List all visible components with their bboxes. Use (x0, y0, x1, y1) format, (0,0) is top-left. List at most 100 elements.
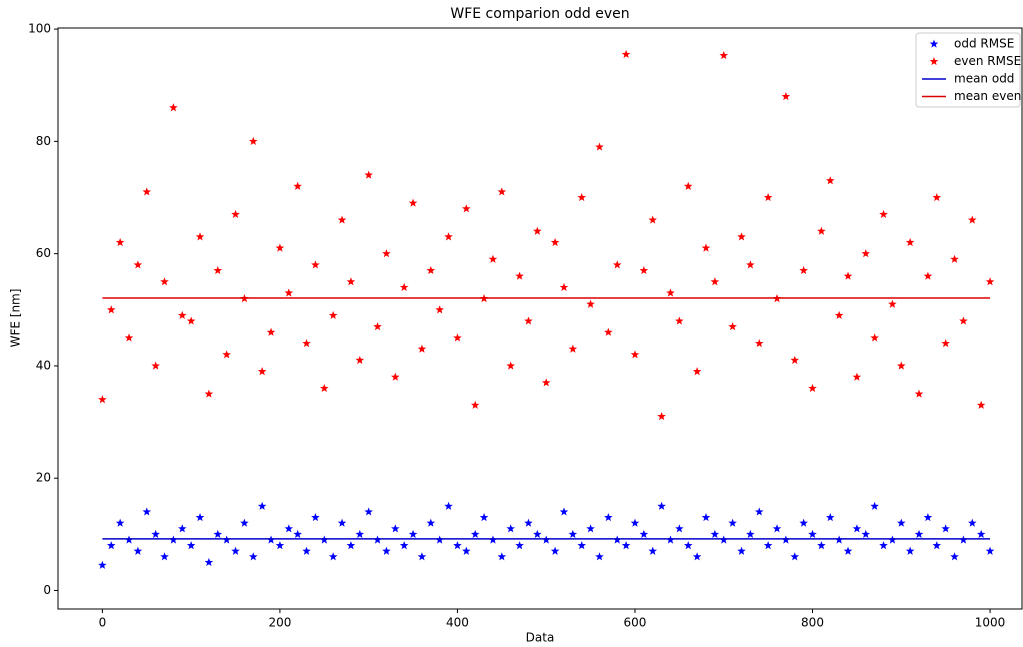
star-point (524, 518, 533, 527)
star-point (817, 226, 826, 235)
star-point (905, 237, 915, 247)
star-point (985, 277, 995, 286)
star-point (879, 541, 888, 550)
star-point (533, 226, 542, 235)
legend-label: odd RMSE (954, 37, 1014, 51)
star-point (364, 170, 373, 179)
star-point (497, 552, 507, 561)
star-point (950, 552, 959, 561)
star-point (98, 560, 107, 569)
star-point (213, 529, 223, 538)
star-point (240, 518, 249, 527)
star-point (204, 389, 214, 398)
star-point (249, 136, 258, 146)
star-point (985, 546, 995, 555)
star-point (639, 529, 649, 538)
star-point (479, 513, 489, 522)
star-point (559, 282, 569, 291)
star-point (515, 271, 524, 280)
star-point (772, 524, 782, 533)
star-point (870, 333, 879, 342)
star-point (337, 518, 347, 527)
star-point (337, 215, 347, 224)
star-point (932, 541, 942, 550)
star-point (470, 529, 480, 538)
star-point (186, 316, 196, 325)
star-point (186, 541, 196, 550)
star-point (612, 260, 622, 269)
star-point (897, 361, 906, 370)
star-point (293, 529, 302, 538)
star-point (391, 524, 400, 533)
star-point (568, 344, 578, 353)
star-point (98, 395, 107, 404)
star-point (470, 400, 480, 409)
star-point (861, 529, 871, 538)
star-point (852, 372, 862, 381)
star-point (488, 254, 498, 263)
star-point (453, 333, 462, 342)
star-point (604, 513, 613, 522)
star-point (657, 411, 666, 421)
y-tick-label: 100 (28, 22, 51, 36)
legend-label: mean even (954, 89, 1021, 103)
star-point (346, 277, 356, 286)
star-point (115, 237, 125, 247)
x-tick-label: 0 (99, 616, 107, 630)
x-tick-label: 200 (268, 616, 291, 630)
star-point (293, 181, 302, 190)
star-point (817, 541, 826, 550)
star-point (897, 518, 906, 527)
star-point (444, 501, 453, 510)
star-point (621, 49, 631, 59)
star-point (328, 552, 338, 561)
star-point (621, 541, 631, 550)
x-tick-label: 400 (446, 616, 469, 630)
star-point (763, 193, 773, 202)
star-point (266, 327, 276, 336)
star-point (737, 546, 746, 555)
star-point (630, 350, 640, 359)
star-point (914, 529, 924, 538)
star-point (195, 513, 205, 522)
star-point (426, 518, 436, 527)
star-point (923, 271, 933, 280)
star-point (666, 288, 675, 297)
star-point (923, 513, 933, 522)
star-point (799, 266, 808, 275)
star-point (595, 552, 604, 561)
star-point (284, 288, 294, 297)
star-point (524, 316, 533, 325)
star-point (710, 277, 720, 286)
star-point (399, 282, 409, 291)
star-point (701, 243, 711, 252)
star-point (870, 501, 879, 510)
star-point (799, 518, 808, 527)
star-point (302, 338, 311, 348)
star-point (550, 237, 560, 247)
star-point (133, 546, 143, 555)
star-point (879, 209, 888, 219)
star-point (692, 367, 702, 376)
star-point (604, 327, 613, 336)
star-point (177, 524, 187, 533)
star-point (675, 316, 684, 325)
star-point (426, 266, 436, 275)
star-point (106, 305, 116, 314)
star-point (399, 541, 409, 550)
star-point (435, 305, 444, 314)
star-point (692, 552, 702, 561)
star-point (781, 91, 791, 101)
star-point (852, 524, 862, 533)
star-point (790, 355, 800, 364)
star-point (213, 266, 223, 275)
y-axis-label: WFE [nm] (9, 289, 23, 348)
y-tick-label: 40 (36, 358, 51, 372)
y-tick-label: 0 (43, 583, 51, 597)
star-point (559, 507, 569, 516)
star-point (577, 541, 586, 550)
star-point (160, 552, 169, 561)
star-point (515, 541, 524, 550)
star-point (346, 541, 356, 550)
legend-marker (929, 39, 939, 48)
